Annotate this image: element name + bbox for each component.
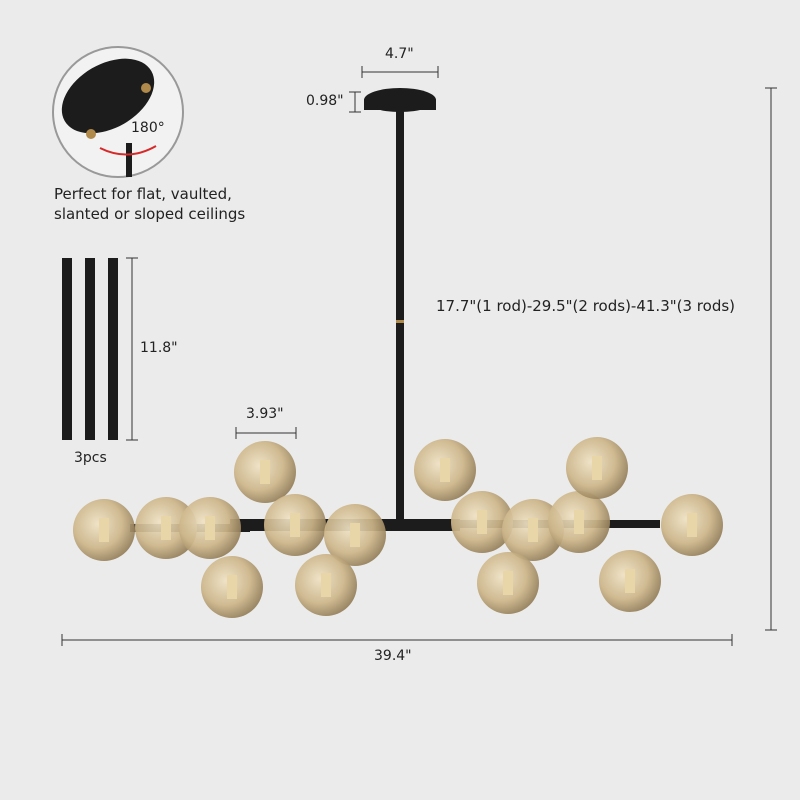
bulb xyxy=(687,513,697,537)
inset-caption-line1: Perfect for flat, vaulted, xyxy=(54,185,232,203)
canopy-swivel-inset xyxy=(52,46,184,178)
bulb xyxy=(574,510,584,534)
bulb xyxy=(161,516,171,540)
bulb xyxy=(290,513,300,537)
canopy-width-label: 4.7" xyxy=(385,46,414,62)
rotation-label: 180° xyxy=(131,120,165,136)
bulb xyxy=(592,456,602,480)
bulb xyxy=(528,518,538,542)
total-width-label: 39.4" xyxy=(374,648,412,664)
rod-count-label: 3pcs xyxy=(74,450,107,466)
height-range-label: 17.7"(1 rod)-29.5"(2 rods)-41.3"(3 rods) xyxy=(436,297,736,315)
inset-caption-line2: slanted or sloped ceilings xyxy=(54,205,246,223)
bulb xyxy=(477,510,487,534)
bulb xyxy=(321,573,331,597)
bulb xyxy=(99,518,109,542)
canopy-height-label: 0.98" xyxy=(306,93,344,109)
bulb xyxy=(625,569,635,593)
bulb xyxy=(205,516,215,540)
bulb xyxy=(503,571,513,595)
chandelier xyxy=(73,88,723,618)
extension-rods xyxy=(62,257,138,441)
globe-diameter-label: 3.93" xyxy=(246,406,284,422)
bulb xyxy=(440,458,450,482)
dimension-lines xyxy=(61,66,777,646)
rod-length-label: 11.8" xyxy=(140,340,178,356)
bulb xyxy=(260,460,270,484)
bulb xyxy=(227,575,237,599)
bulb xyxy=(350,523,360,547)
rotation-arrow-icon xyxy=(99,145,157,156)
